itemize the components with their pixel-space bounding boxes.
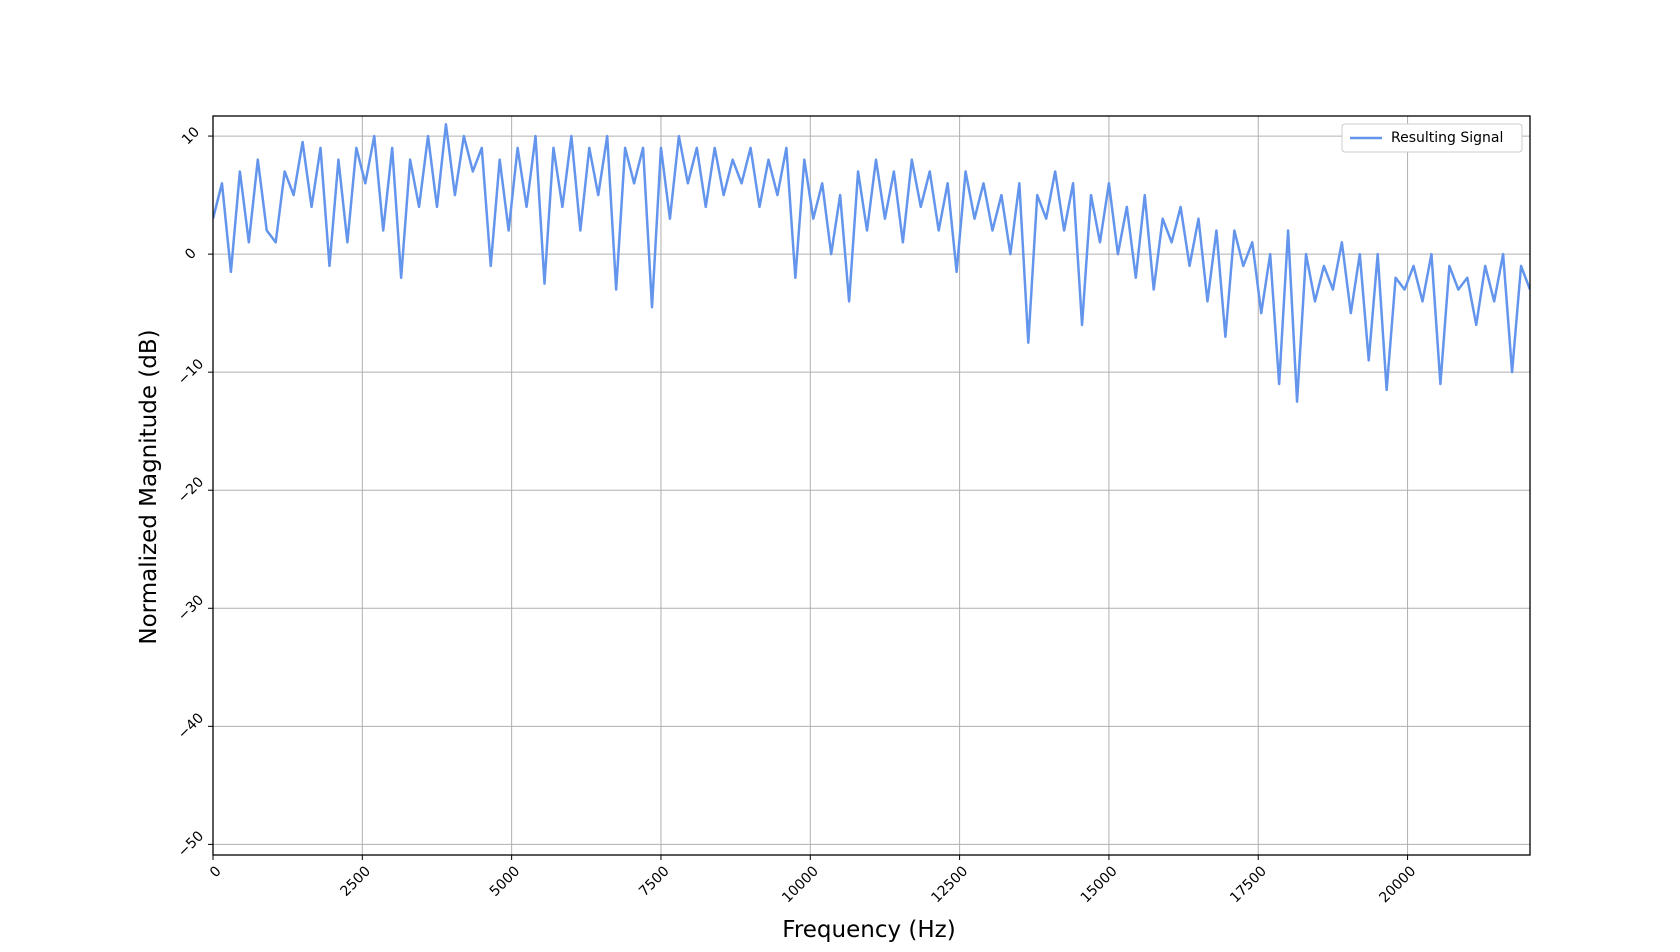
- x-tick-label: 10000: [779, 863, 822, 906]
- signal-line: [213, 123, 1530, 403]
- x-tick-label: 7500: [636, 863, 673, 900]
- y-tick-label: 10: [179, 124, 203, 148]
- x-tick-label: 5000: [487, 863, 524, 900]
- y-tick-label: −30: [175, 592, 207, 624]
- x-tick-label: 20000: [1376, 863, 1419, 906]
- y-tick-label: 0: [182, 245, 200, 263]
- y-tick-label: −20: [175, 474, 207, 506]
- y-axis-label: Normalized Magnitude (dB): [136, 329, 162, 644]
- legend-label: Resulting Signal: [1391, 130, 1503, 146]
- x-tick-label: 2500: [337, 863, 374, 900]
- legend-box: [1341, 123, 1523, 153]
- y-tick-label: −50: [175, 828, 207, 860]
- x-tick-label: 15000: [1078, 863, 1121, 906]
- x-tick-label: 0: [207, 863, 225, 881]
- x-tick-label: 17500: [1227, 863, 1270, 906]
- x-axis-label: Frequency (Hz): [782, 917, 955, 943]
- y-tick-label: −10: [175, 356, 207, 388]
- x-tick-label: 12500: [928, 863, 971, 906]
- plot-frame: [212, 115, 1531, 856]
- y-tick-label: −40: [175, 710, 207, 742]
